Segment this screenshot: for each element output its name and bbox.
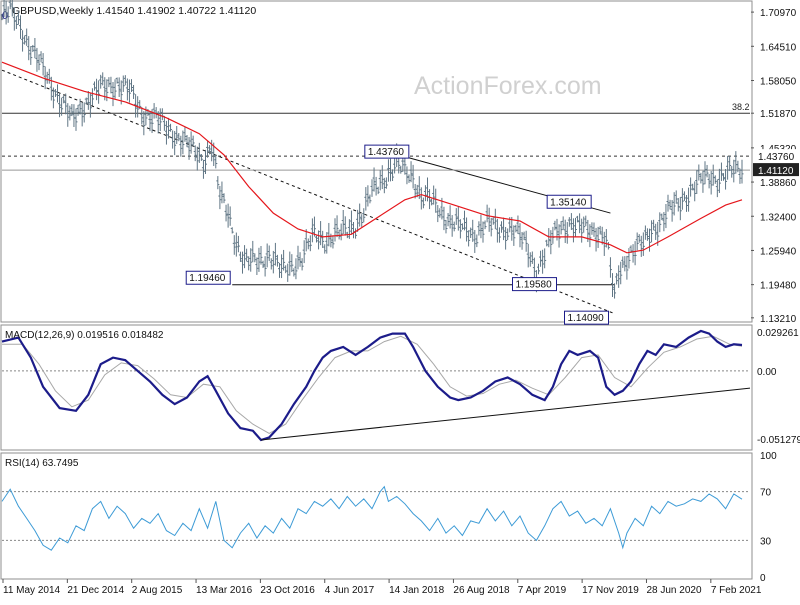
x-axis-tick-10: 28 Jun 2020: [646, 585, 701, 596]
price-axis-tick-7: 1.25940: [760, 246, 797, 257]
level-line-label-1: 38.2: [732, 102, 750, 112]
price-axis-tick-3: 1.51870: [760, 109, 797, 120]
price-layer: 38.2 1.43760 1.35140 1.19460 1.19580 1.14090: [0, 0, 750, 325]
level-1.43760-box: [753, 149, 799, 163]
moving-average-line: [1, 61, 743, 254]
price-axis-tick-8: 1.19480: [760, 281, 797, 292]
x-axis-tick-9: 17 Nov 2019: [582, 585, 639, 596]
macd-panel-frame: [0, 324, 753, 451]
price-axis-tick-1: 1.64510: [760, 42, 797, 53]
symbol-header: GBPUSD,Weekly 1.41540 1.41902 1.40722 1.…: [12, 5, 256, 17]
price-annotation-box-0: [364, 144, 410, 159]
price-axis-tick-9: 1.13210: [760, 314, 797, 325]
price-annotation-box-2: [185, 270, 231, 285]
price-panel-frame: [0, 0, 753, 323]
rsi-line: [1, 485, 743, 551]
macd-axis-tick-1: 0.00: [757, 367, 777, 378]
macd-trendline: [260, 387, 751, 441]
rsi-axis-tick-0: 100: [760, 451, 777, 462]
x-axis-tick-6: 14 Jan 2018: [389, 585, 444, 596]
axis-layer: 1.709701.645101.580501.518701.453201.388…: [2, 8, 800, 596]
rsi-layer: [1, 485, 750, 551]
corner-marker: 0: [2, 10, 8, 22]
price-axis-tick-2: 1.58050: [760, 76, 797, 87]
x-axis-tick-0: 11 May 2014: [3, 585, 61, 596]
price-annotation-box-1: [546, 194, 592, 209]
macd-layer: [1, 329, 751, 442]
level-1.43760-label: 1.43760: [758, 152, 795, 163]
macd-axis-tick-2: -0.051279: [757, 435, 800, 446]
current-price-box: [753, 163, 799, 177]
current-price-label: 1.41120: [758, 166, 794, 177]
rsi-label: RSI(14) 63.7495: [5, 458, 79, 469]
price-annotation-label-3: 1.19580: [516, 280, 553, 291]
price-axis-tick-5: 1.38860: [760, 178, 797, 189]
x-axis-tick-3: 13 Mar 2016: [196, 585, 253, 596]
price-axis-tick-0: 1.70970: [760, 8, 797, 19]
x-axis-tick-8: 7 Apr 2019: [518, 585, 567, 596]
rsi-axis-tick-1: 70: [760, 488, 772, 499]
trendline-dashed: [1, 69, 615, 315]
x-axis-tick-2: 2 Aug 2015: [132, 585, 183, 596]
x-axis-tick-4: 23 Oct 2016: [260, 585, 315, 596]
rsi-axis-tick-3: 0: [760, 573, 766, 584]
x-axis-tick-11: 7 Feb 2021: [711, 585, 762, 596]
price-annotation-label-0: 1.43760: [368, 147, 405, 158]
rsi-axis-tick-2: 30: [760, 536, 772, 547]
price-annotation-box-4: [564, 310, 609, 325]
rsi-panel-frame: [0, 452, 753, 580]
x-axis-tick-5: 4 Jun 2017: [325, 585, 375, 596]
price-annotation-label-1: 1.35140: [550, 197, 587, 208]
price-annotation-label-4: 1.14090: [568, 313, 605, 324]
price-axis-tick-6: 1.32400: [760, 212, 797, 223]
x-axis-tick-1: 21 Dec 2014: [67, 585, 124, 596]
watermark-text: ActionForex.com: [414, 72, 602, 100]
macd-line: [1, 329, 743, 442]
x-axis-tick-7: 26 Aug 2018: [453, 585, 510, 596]
macd-label: MACD(12,26,9) 0.019516 0.018482: [5, 330, 164, 341]
price-annotation-box-3: [512, 277, 557, 292]
price-annotation-label-2: 1.19460: [189, 273, 226, 284]
macd-axis-tick-0: 0.029261: [757, 328, 799, 339]
